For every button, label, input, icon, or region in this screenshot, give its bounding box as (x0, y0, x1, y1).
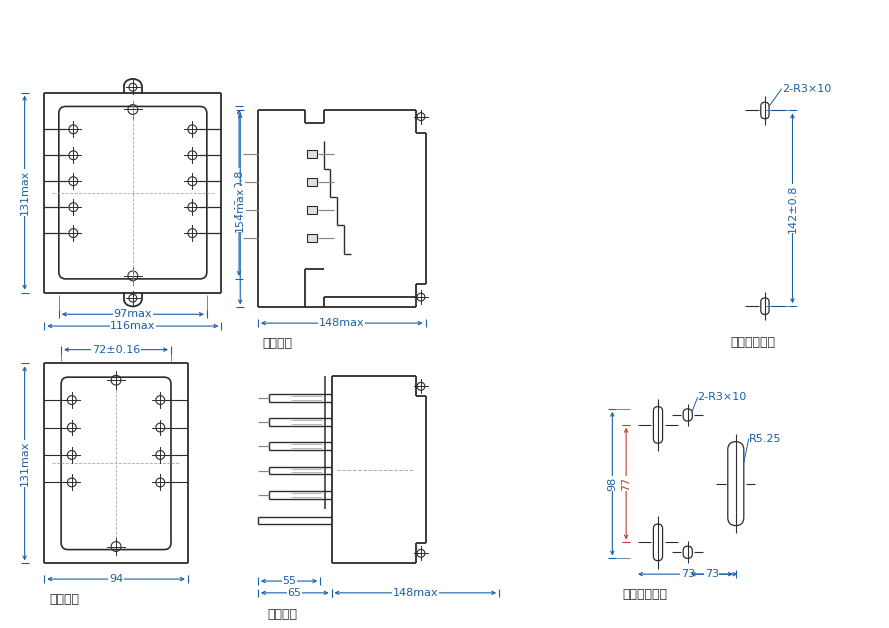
Text: 65: 65 (288, 588, 301, 598)
Text: 131max: 131max (20, 441, 29, 486)
Text: 97max: 97max (114, 309, 152, 319)
Bar (308, 178, 317, 186)
Text: R5.25: R5.25 (749, 434, 781, 444)
Text: 154max: 154max (236, 186, 245, 232)
Text: 板后接线: 板后接线 (49, 593, 79, 606)
Text: 142±0.8: 142±0.8 (234, 168, 244, 217)
Text: 142±0.8: 142±0.8 (788, 184, 797, 232)
Text: 板后接线开孔: 板后接线开孔 (622, 588, 667, 601)
Text: 55: 55 (282, 576, 296, 586)
Text: 73: 73 (681, 569, 695, 579)
Text: 94: 94 (109, 574, 124, 584)
Text: 72±0.16: 72±0.16 (92, 345, 140, 355)
Text: 77: 77 (621, 477, 631, 490)
Text: 2-R3×10: 2-R3×10 (781, 84, 831, 94)
Text: 73: 73 (705, 569, 719, 579)
Text: 148max: 148max (393, 588, 438, 598)
Text: 116max: 116max (110, 321, 156, 331)
Text: 2-R3×10: 2-R3×10 (698, 392, 747, 403)
Text: 148max: 148max (319, 318, 364, 328)
Text: 板前接线开孔: 板前接线开孔 (731, 336, 775, 349)
Text: 板前接线: 板前接线 (263, 337, 292, 350)
Bar (308, 234, 317, 242)
Text: 98: 98 (607, 477, 617, 490)
Bar (308, 206, 317, 214)
Text: 131max: 131max (20, 170, 29, 215)
Text: 板后接线: 板后接线 (268, 608, 298, 620)
Bar (308, 150, 317, 158)
